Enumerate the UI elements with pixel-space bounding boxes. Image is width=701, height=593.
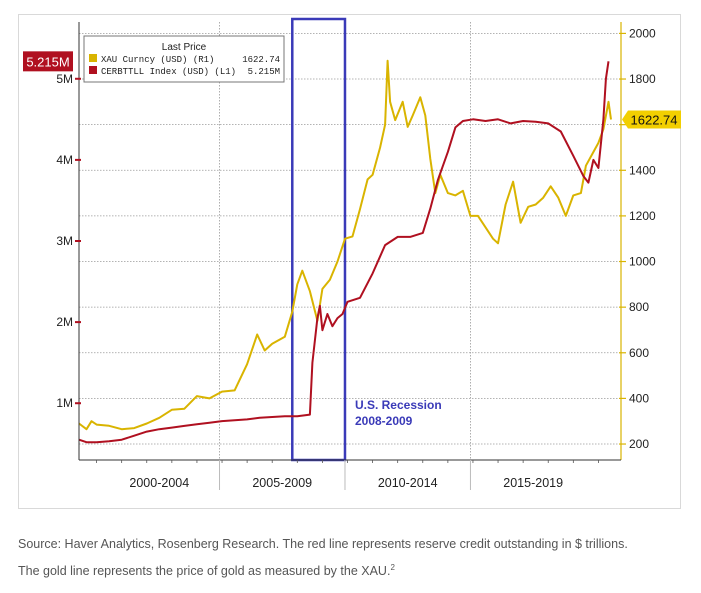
left-last-value: 5.215M (26, 54, 69, 69)
right-tick-label: 1000 (629, 255, 656, 269)
left-last-value-tag (23, 51, 73, 72)
left-tick-label: 5M (56, 72, 73, 86)
source-caption: Source: Haver Analytics, Rosenberg Resea… (18, 537, 693, 551)
left-tick-label: 3M (56, 234, 73, 248)
gold-price-line (78, 59, 612, 431)
source-caption-2: The gold line represents the price of go… (18, 563, 693, 578)
series-layer (78, 59, 612, 444)
right-tick-label: 600 (629, 346, 649, 360)
x-tick-label: 2000-2004 (129, 476, 189, 490)
legend-value-1: 5.215M (248, 67, 280, 77)
right-tick-label: 2000 (629, 26, 656, 40)
right-tick-label: 800 (629, 300, 649, 314)
right-tick-label: 200 (629, 437, 649, 451)
legend-label-1: CERBTTLL Index (USD) (L1) (101, 67, 236, 77)
caption-line-1: Source: Haver Analytics, Rosenberg Resea… (18, 537, 628, 551)
axes: 1M2M3M4M5M200400600800100012001400160018… (23, 22, 681, 490)
caption-line-2: The gold line represents the price of go… (18, 564, 391, 579)
chart: U.S. Recession 2008-2009 1M 2M 3M 4M 5M 200 400… (23, 17, 681, 490)
legend-header: Last Price (162, 42, 207, 53)
legend-swatch-1 (89, 66, 97, 74)
left-tick-label: 1M (56, 396, 73, 410)
legend-box (83, 35, 285, 83)
legend-label-0: XAU Curncy (USD) (R1) (101, 55, 214, 65)
left-tick-label: 4M (56, 153, 73, 167)
legend-swatch-0 (89, 54, 97, 62)
recession-box (291, 17, 347, 462)
recession-label-line-2: 2008-2009 (355, 414, 413, 428)
reserve-credit-line (78, 61, 610, 444)
right-tick-label: 1200 (629, 209, 656, 223)
grid (79, 22, 621, 460)
legend-value-0: 1622.74 (242, 55, 280, 65)
right-tick-label: 1400 (629, 163, 656, 177)
x-tick-label: 2010-2014 (378, 476, 438, 490)
x-tick-label: 2015-2019 (503, 476, 563, 490)
legend: Last Price XAU Curncy (USD) (R1) 1622.74 CE… (83, 35, 285, 83)
right-last-value: 1622.74 (631, 112, 678, 127)
x-tick-label: 2005-2009 (252, 476, 312, 490)
left-tick-label: 2M (56, 315, 73, 329)
footnote-marker: 2 (390, 563, 395, 572)
recession-layer: U.S. Recession 2008-2009 (291, 17, 442, 462)
right-tick-label: 1800 (629, 72, 656, 86)
right-tick-label: 400 (629, 391, 649, 405)
right-last-value-tag (622, 110, 681, 129)
recession-label-line-1: U.S. Recession (355, 398, 442, 412)
